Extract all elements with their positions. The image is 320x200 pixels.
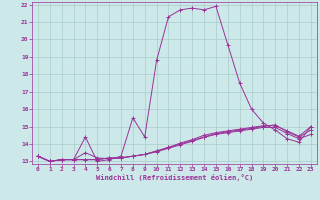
X-axis label: Windchill (Refroidissement éolien,°C): Windchill (Refroidissement éolien,°C) [96, 174, 253, 181]
